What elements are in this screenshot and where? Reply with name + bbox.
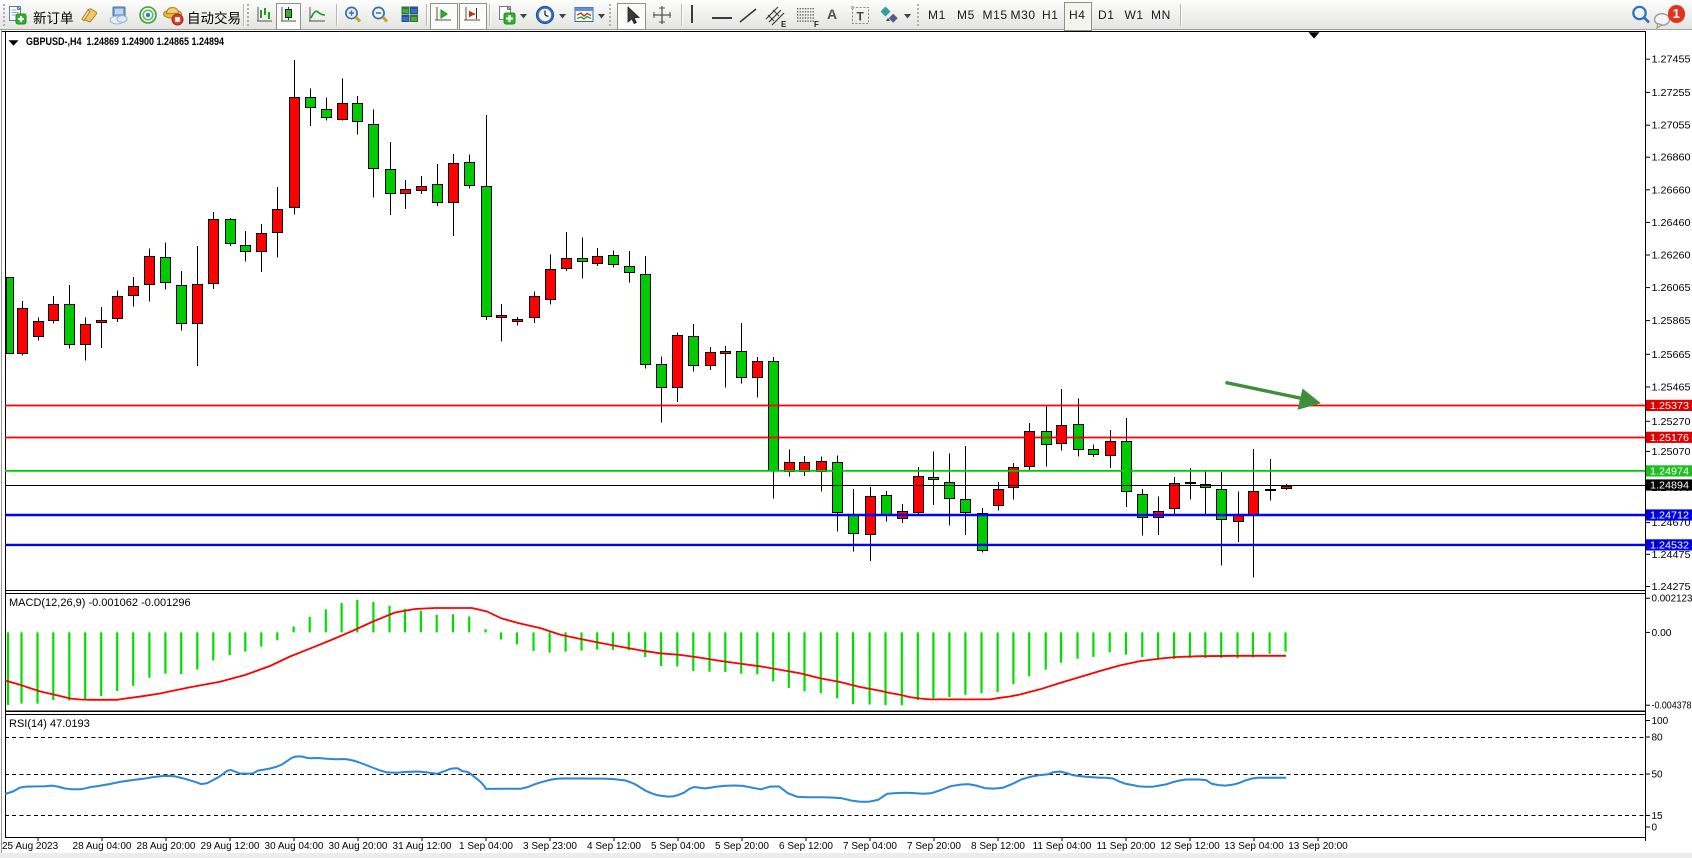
svg-text:1.26660: 1.26660 — [1652, 184, 1691, 196]
svg-text:1.25373: 1.25373 — [1650, 400, 1689, 412]
svg-text:F: F — [814, 20, 819, 29]
svg-text:1.24275: 1.24275 — [1652, 581, 1691, 593]
svg-text:0.002123: 0.002123 — [1652, 594, 1692, 605]
svg-text:28 Aug 04:00: 28 Aug 04:00 — [73, 841, 132, 852]
svg-text:RSI(14) 47.0193: RSI(14) 47.0193 — [9, 718, 90, 730]
svg-text:7 Sep 20:00: 7 Sep 20:00 — [907, 841, 961, 852]
svg-text:80: 80 — [1652, 733, 1664, 744]
svg-text:30 Aug 04:00: 30 Aug 04:00 — [265, 841, 324, 852]
svg-text:1.25176: 1.25176 — [1650, 432, 1689, 444]
svg-text:7 Sep 04:00: 7 Sep 04:00 — [843, 841, 897, 852]
svg-text:1.26860: 1.26860 — [1652, 152, 1691, 164]
svg-text:28 Aug 20:00: 28 Aug 20:00 — [137, 841, 196, 852]
svg-text:E: E — [781, 20, 787, 28]
svg-text:29 Aug 12:00: 29 Aug 12:00 — [201, 841, 260, 852]
svg-text:3 Sep 23:00: 3 Sep 23:00 — [523, 841, 577, 852]
svg-text:4 Sep 12:00: 4 Sep 12:00 — [587, 841, 641, 852]
svg-text:1.27055: 1.27055 — [1652, 120, 1691, 132]
svg-text:15: 15 — [1652, 811, 1664, 822]
svg-text:30 Aug 20:00: 30 Aug 20:00 — [329, 841, 388, 852]
svg-text:1.25865: 1.25865 — [1652, 315, 1691, 327]
svg-text:1.24532: 1.24532 — [1650, 540, 1689, 552]
svg-text:1.26460: 1.26460 — [1652, 217, 1691, 229]
svg-text:13 Sep 04:00: 13 Sep 04:00 — [1224, 841, 1284, 852]
svg-text:8 Sep 12:00: 8 Sep 12:00 — [971, 841, 1025, 852]
svg-text:6 Sep 12:00: 6 Sep 12:00 — [779, 841, 833, 852]
svg-text:11 Sep 20:00: 11 Sep 20:00 — [1097, 841, 1156, 852]
svg-text:1.25270: 1.25270 — [1652, 416, 1691, 428]
svg-text:MACD(12,26,9) -0.001062 -0.001: MACD(12,26,9) -0.001062 -0.001296 — [9, 597, 191, 609]
svg-text:50: 50 — [1652, 770, 1664, 781]
svg-text:5 Sep 20:00: 5 Sep 20:00 — [715, 841, 769, 852]
svg-text:1.25665: 1.25665 — [1652, 349, 1691, 361]
svg-text:1.24974: 1.24974 — [1650, 466, 1689, 478]
svg-text:1.25070: 1.25070 — [1652, 446, 1691, 458]
svg-text:13 Sep 20:00: 13 Sep 20:00 — [1288, 841, 1348, 852]
svg-text:1.26065: 1.26065 — [1652, 282, 1691, 294]
svg-text:11 Sep 04:00: 11 Sep 04:00 — [1033, 841, 1092, 852]
svg-text:1.24475: 1.24475 — [1652, 549, 1691, 561]
svg-text:1.24712: 1.24712 — [1650, 510, 1689, 522]
svg-text:12 Sep 12:00: 12 Sep 12:00 — [1160, 841, 1220, 852]
svg-text:0.00: 0.00 — [1652, 628, 1672, 639]
svg-text:0: 0 — [1652, 823, 1658, 834]
svg-text:1.27455: 1.27455 — [1652, 54, 1691, 66]
svg-text:1.27255: 1.27255 — [1652, 87, 1691, 99]
svg-text:GBPUSD-,H4 1.24869 1.24900 1.: GBPUSD-,H4 1.24869 1.24900 1.24865 1.248… — [26, 36, 225, 48]
svg-text:1 Sep 04:00: 1 Sep 04:00 — [459, 841, 513, 852]
svg-text:31 Aug 12:00: 31 Aug 12:00 — [393, 841, 452, 852]
svg-text:25 Aug 2023: 25 Aug 2023 — [2, 841, 59, 852]
svg-text:1.24894: 1.24894 — [1650, 480, 1689, 492]
svg-text:-0.004378: -0.004378 — [1652, 701, 1692, 712]
svg-text:1.25465: 1.25465 — [1652, 382, 1691, 394]
svg-text:1.26260: 1.26260 — [1652, 250, 1691, 262]
svg-text:100: 100 — [1652, 716, 1669, 727]
svg-text:T: T — [857, 10, 865, 24]
svg-text:5 Sep 04:00: 5 Sep 04:00 — [651, 841, 705, 852]
